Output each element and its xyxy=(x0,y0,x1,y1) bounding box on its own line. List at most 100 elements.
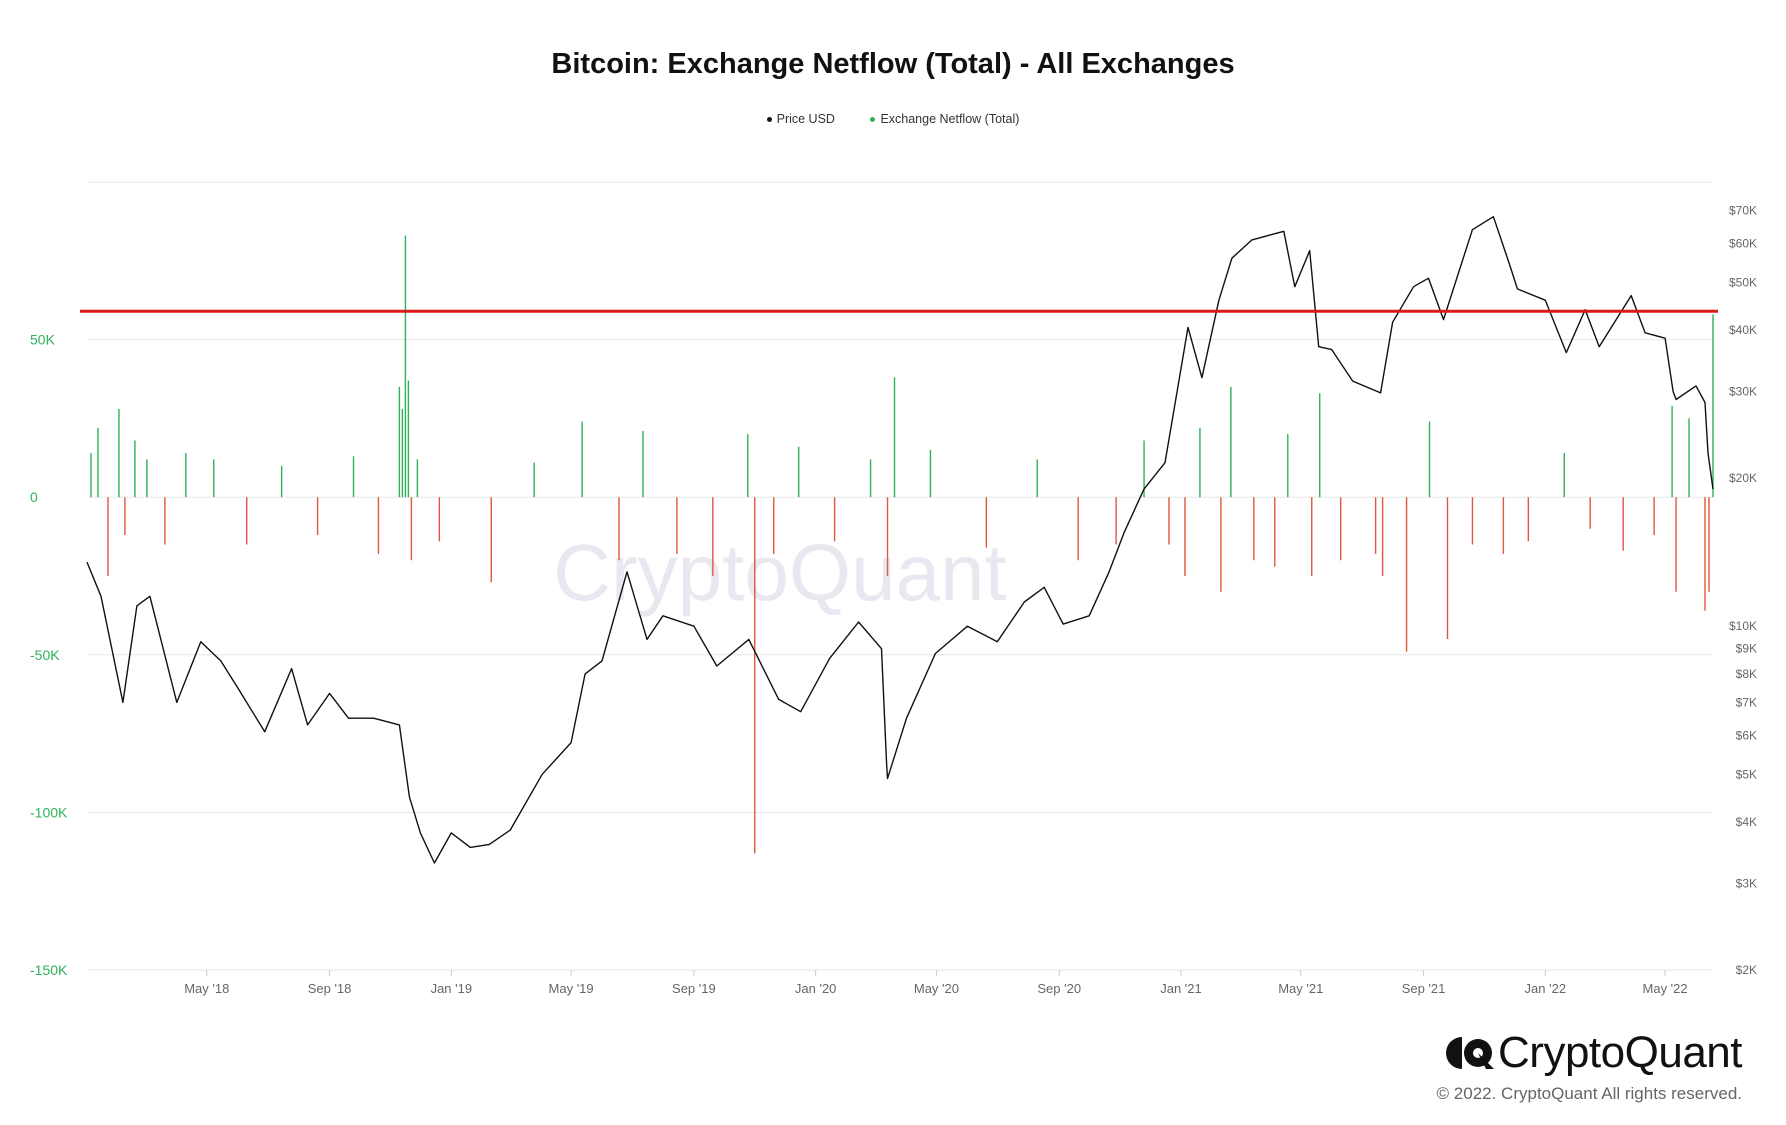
x-axis-tick-label: Sep '19 xyxy=(672,981,716,996)
netflow-bar xyxy=(280,465,283,498)
netflow-bar xyxy=(1622,497,1624,551)
netflow-bar xyxy=(246,497,248,545)
legend-item-price[interactable]: Price USD xyxy=(766,112,835,126)
netflow-bar xyxy=(533,462,535,498)
netflow-bar xyxy=(1563,453,1565,498)
netflow-bar xyxy=(416,459,419,498)
right-axis-tick-label: $7K xyxy=(1736,695,1757,709)
right-axis-tick-label: $9K xyxy=(1736,642,1757,656)
x-axis-tick-label: May '19 xyxy=(549,981,594,996)
netflow-bar xyxy=(1704,497,1706,611)
legend-dot-netflow-icon xyxy=(870,117,876,123)
netflow-bar xyxy=(1653,497,1655,536)
netflow-bar xyxy=(1502,497,1505,554)
right-axis-tick-label: $8K xyxy=(1736,667,1757,681)
netflow-bar xyxy=(618,497,620,561)
right-axis-tick-label: $70K xyxy=(1729,204,1757,218)
right-axis: $70K $60K $50K $40K $30K $20K $10K $9K $8K $7K $6K… xyxy=(1729,204,1757,977)
x-axis-tick-label: Sep '20 xyxy=(1037,981,1081,996)
left-axis-tick-label: 50K xyxy=(30,332,56,348)
left-axis-tick-label: -150K xyxy=(30,962,68,978)
right-axis-tick-label: $20K xyxy=(1729,471,1757,485)
netflow-bar xyxy=(1381,497,1384,576)
netflow-bar xyxy=(185,453,187,498)
brand-logo: CryptoQuant xyxy=(1442,1028,1742,1078)
right-axis-tick-label: $10K xyxy=(1729,619,1757,633)
right-axis-tick-label: $6K xyxy=(1736,728,1757,742)
netflow-bar xyxy=(581,421,583,498)
netflow-bar xyxy=(1184,497,1186,576)
x-axis-tick-label: Jan '21 xyxy=(1160,981,1202,996)
netflow-bar xyxy=(676,497,678,554)
netflow-bar xyxy=(1675,497,1677,592)
netflow-bar xyxy=(398,386,401,498)
netflow-bar xyxy=(490,497,492,583)
netflow-bar xyxy=(1339,497,1342,561)
right-axis-tick-label: $30K xyxy=(1729,385,1757,399)
right-axis-tick-label: $3K xyxy=(1736,876,1757,890)
x-axis-tick-label: May '18 xyxy=(184,981,229,996)
right-axis-tick-label: $2K xyxy=(1736,963,1757,977)
legend-label-netflow: Exchange Netflow (Total) xyxy=(880,112,1020,126)
right-axis-tick-label: $50K xyxy=(1729,275,1757,289)
netflow-bar xyxy=(1446,497,1449,640)
netflow-bar xyxy=(404,235,407,498)
netflow-bar xyxy=(1712,314,1714,498)
netflow-bar xyxy=(1311,497,1313,576)
x-axis-tick-label: Jan '19 xyxy=(431,981,473,996)
price-line xyxy=(86,215,1714,864)
netflow-bar xyxy=(1527,497,1530,542)
netflow-bar xyxy=(754,497,756,854)
netflow-bar xyxy=(712,497,714,576)
netflow-bar xyxy=(401,408,404,498)
netflow-bar xyxy=(797,446,800,498)
netflow-bar xyxy=(1199,427,1201,498)
copyright-text: © 2022. CryptoQuant All rights reserved. xyxy=(1436,1084,1742,1103)
netflow-bar xyxy=(1688,418,1690,498)
legend: Price USD Exchange Netflow (Total) xyxy=(0,112,1786,126)
netflow-bar xyxy=(124,497,126,536)
price-usd-line xyxy=(86,215,1714,864)
x-axis-tick-label: May '22 xyxy=(1643,981,1688,996)
legend-dot-price-icon xyxy=(766,117,772,123)
netflow-bar xyxy=(107,497,109,576)
netflow-bar xyxy=(410,497,413,561)
left-axis-tick-label: -50K xyxy=(30,647,60,663)
netflow-bar xyxy=(118,408,120,498)
x-axis-tick-label: Jan '20 xyxy=(795,981,837,996)
netflow-bars xyxy=(90,235,1714,854)
netflow-bar xyxy=(407,380,410,498)
left-axis: 50K 0 -50K -100K -150K xyxy=(30,332,68,978)
netflow-bar xyxy=(1253,497,1255,561)
netflow-bar xyxy=(1287,434,1289,498)
netflow-bar xyxy=(929,449,932,498)
right-axis-tick-label: $4K xyxy=(1736,815,1757,829)
netflow-bar xyxy=(1374,497,1377,554)
netflow-bar xyxy=(1143,440,1145,498)
gridlines xyxy=(87,181,1713,971)
netflow-bar xyxy=(893,377,896,498)
left-axis-tick-label: -100K xyxy=(30,804,68,820)
netflow-bar xyxy=(97,427,99,498)
legend-label-price: Price USD xyxy=(776,112,835,126)
netflow-bar xyxy=(1589,497,1591,529)
netflow-bar xyxy=(886,497,889,576)
right-axis-tick-label: $40K xyxy=(1729,323,1757,337)
chart-title: Bitcoin: Exchange Netflow (Total) - All … xyxy=(551,48,1235,80)
x-axis-tick-label: May '21 xyxy=(1278,981,1323,996)
brand-name: CryptoQuant xyxy=(1498,1028,1742,1077)
cryptoquant-logo-icon xyxy=(1446,1037,1495,1069)
right-axis-tick-label: $5K xyxy=(1736,767,1757,781)
netflow-bar xyxy=(213,459,215,498)
left-axis-tick-label: 0 xyxy=(30,489,38,505)
netflow-bar xyxy=(90,453,92,498)
netflow-bar xyxy=(1274,497,1276,567)
netflow-bar xyxy=(146,459,148,498)
x-axis-tick-label: Sep '21 xyxy=(1402,981,1446,996)
netflow-bar xyxy=(1115,497,1117,545)
netflow-bar xyxy=(985,497,988,548)
netflow-bar xyxy=(164,497,166,545)
legend-item-netflow[interactable]: Exchange Netflow (Total) xyxy=(870,112,1019,126)
netflow-bar xyxy=(1077,497,1079,561)
